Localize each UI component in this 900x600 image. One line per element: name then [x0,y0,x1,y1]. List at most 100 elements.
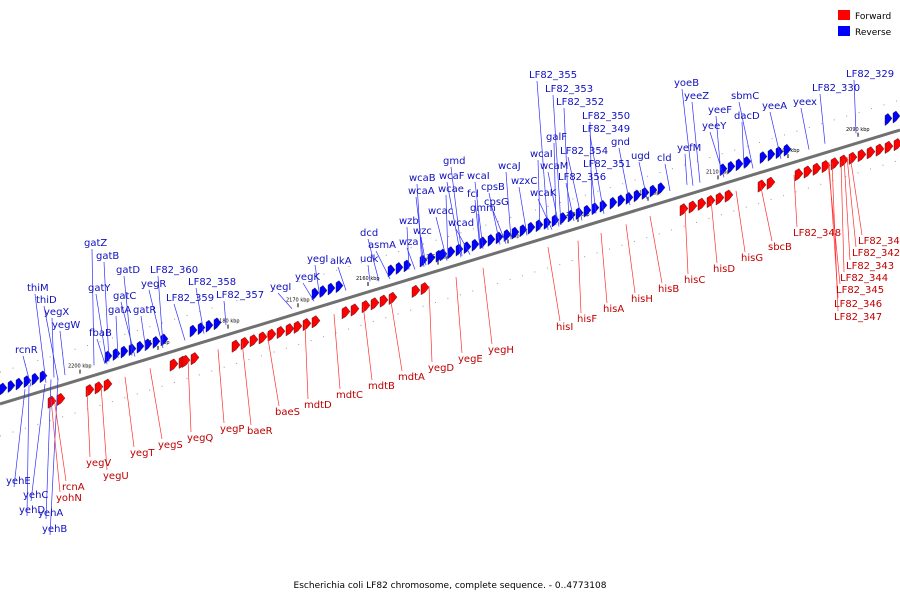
reverse-leader [277,292,293,309]
reverse-gene-label: galF [546,132,567,143]
forward-gene-label: LF82_346 [834,299,882,310]
forward-gene-arrow [56,392,66,407]
reverse-gene-arrow [205,319,214,333]
reverse-gene-label: sbmC [731,91,759,102]
reverse-leader [445,194,449,258]
reverse-leader [618,147,631,206]
forward-leader [684,208,689,275]
forward-gene-label: sbcB [768,242,792,253]
forward-leader [455,276,463,354]
forward-gene-arrow [411,284,421,298]
reverse-leader [337,266,347,291]
forward-leader [86,390,91,458]
reverse-gene-arrow [609,196,618,210]
reverse-gene-arrow [884,113,893,126]
forward-gene-labels: LF82_340LF82_342 LF82_343LF82_344LF82_345… [56,228,900,504]
reverse-gene-arrow [15,377,24,391]
forward-gene-arrow [803,165,813,179]
forward-gene-arrow [181,354,191,368]
reverse-gene-arrow [735,158,744,172]
reverse-gene-label: yehA [38,508,63,519]
reverse-leader [13,389,26,488]
forward-leader [577,240,582,314]
reverse-leader [691,101,701,183]
forward-leader [827,161,841,285]
forward-gene-arrow [249,334,259,348]
forward-gene-arrow [240,336,250,350]
reverse-gene-label: LF82_353 [545,84,593,95]
forward-leader [735,190,746,253]
forward-gene-label: hisA [603,304,624,315]
reverse-leader [223,300,227,326]
reverse-gene-arrow [599,199,608,213]
forward-leader [547,247,561,322]
forward-gene-label: hisF [577,314,597,325]
reverse-gene-arrow [144,338,153,352]
reverse-gene-arrow [535,219,544,233]
reverse-gene-label: rcnR [15,345,38,356]
forward-gene-arrow [276,325,286,340]
forward-gene-label: yegT [130,448,155,459]
reverse-gene-label: yeeY [702,121,727,132]
reverse-gene-arrow [213,317,222,331]
forward-leader [217,349,225,424]
reverse-gene-arrow [503,229,512,242]
reverse-gene-label: wcae [438,184,464,195]
reverse-gene-label: LF82_352 [556,97,604,108]
reverse-gene-label: LF82_356 [558,172,606,183]
forward-leader [362,304,373,381]
reverse-leader [45,379,52,520]
reverse-leader [367,264,371,282]
forward-gene-label: yegS [158,440,183,451]
reverse-gene-arrow [197,322,206,336]
reverse-gene-arrow [511,226,520,240]
reverse-gene-label: wzxC [511,176,537,187]
legend: Forward Reverse [838,10,892,38]
reverse-leader [681,88,694,186]
reverse-leader [738,101,754,169]
forward-gene-arrow [361,300,371,314]
forward-gene-label: hisH [631,294,653,305]
reverse-gene-arrow [136,340,145,354]
reverse-leader [406,247,416,270]
reverse-gene-label: yehE [6,476,31,487]
reverse-leader [115,315,119,359]
reverse-leader [536,80,549,230]
forward-gene-label: LF82_344 [840,273,888,284]
reverse-gene-label: LF82_350 [582,111,630,122]
reverse-gene-label: yeex [793,97,817,108]
forward-gene-label: yegH [488,345,514,356]
reverse-gene-arrow [463,241,472,255]
reverse-gene-arrow [403,259,412,273]
forward-gene-label: yegU [103,471,129,482]
reverse-leader [455,228,471,255]
reverse-leader [95,293,108,365]
reverse-leader [537,159,541,230]
forward-gene-label: baeS [275,407,300,418]
reverse-gene-arrow [120,345,129,359]
reverse-leader [638,161,648,199]
reverse-leader [375,250,391,280]
forward-leader [759,182,773,242]
reverse-leader [505,171,512,240]
reverse-gene-label: asmA [368,240,396,251]
reverse-leader [302,282,315,302]
forward-gene-label: LF82_348 [793,228,841,239]
forward-gene-label: yegE [458,354,483,365]
reverse-leader [148,289,164,349]
forward-leader [625,224,636,294]
reverse-gene-arrow [719,163,728,177]
forward-gene-label: LF82_345 [836,285,884,296]
reverse-gene-label: wcad [448,218,474,229]
reverse-genes [0,110,900,396]
forward-gene-arrow [350,303,360,317]
forward-leader [649,216,663,284]
reverse-leader [563,107,570,222]
reverse-leader [120,301,136,357]
legend-label-forward: Forward [855,12,891,22]
forward-gene-arrow [715,192,725,206]
reverse-gene-label: gatY [88,283,111,294]
reverse-gene-arrow [439,248,448,262]
reverse-gene-label: wzb [399,216,419,227]
